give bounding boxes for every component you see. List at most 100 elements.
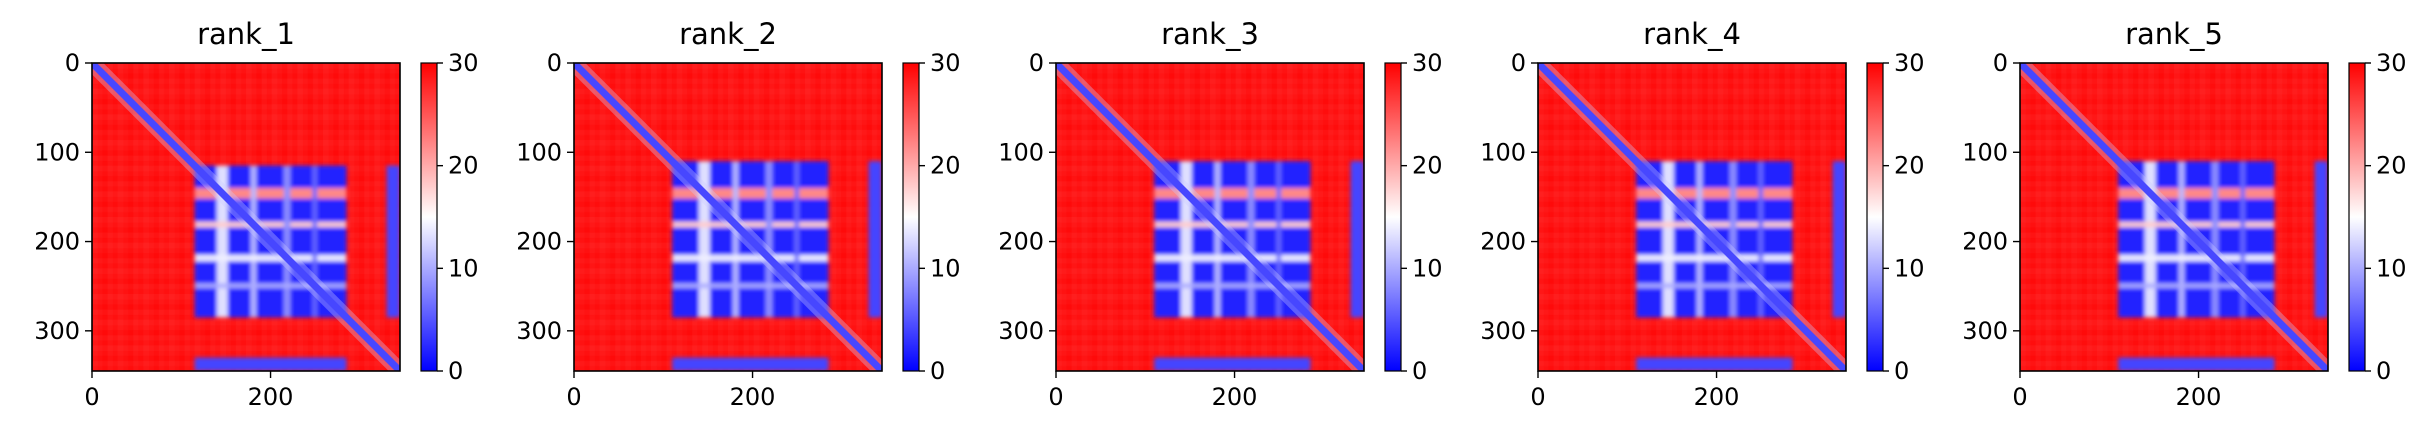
band [312, 165, 317, 318]
colorbar-tick-label: 30 [930, 49, 961, 77]
colorbar-tick-label: 0 [448, 357, 463, 385]
y-tick-label: 300 [998, 317, 1044, 345]
band [1662, 161, 1674, 318]
y-tick-label: 300 [1962, 317, 2008, 345]
band [1758, 161, 1763, 318]
heatmap-panel: rank_2 0 100 200 300 0 200 0 10 20 30 [516, 17, 960, 411]
colorbar-tick-label: 20 [448, 152, 479, 180]
band [732, 161, 739, 318]
band [672, 254, 829, 262]
axes-frame [1055, 62, 1365, 372]
x-tick-label: 0 [566, 383, 581, 411]
low-distance-strip [194, 357, 347, 371]
colorbar-tick-label: 0 [1412, 357, 1427, 385]
colorbar-tick-label: 30 [1894, 49, 1925, 77]
x-tick-label: 200 [248, 383, 294, 411]
y-tick-label: 200 [1962, 228, 2008, 256]
y-tick-label: 100 [1962, 138, 2008, 166]
axes-frame [573, 62, 883, 372]
colorbar-tick-label: 20 [930, 152, 961, 180]
colorbar-tick-label: 10 [930, 254, 961, 282]
x-tick-label: 0 [2012, 383, 2027, 411]
band [1636, 221, 1793, 228]
heatmap-panel: rank_5 0 100 200 300 0 200 0 10 20 30 [1962, 17, 2406, 411]
band [2144, 161, 2156, 318]
band [2118, 283, 2275, 288]
band [672, 221, 829, 228]
heatmap-image [2020, 63, 2328, 371]
band [698, 161, 710, 318]
y-tick-label: 100 [34, 138, 80, 166]
band [1247, 161, 1255, 318]
diagonal-halo [574, 63, 882, 371]
low-distance-strip [1154, 357, 1311, 371]
colorbar-tick-label: 20 [2376, 152, 2407, 180]
y-tick-label: 200 [516, 228, 562, 256]
band [1636, 283, 1793, 288]
heatmap-panel: rank_3 0 100 200 300 0 200 0 10 20 30 [998, 17, 1442, 411]
panel-title: rank_2 [679, 17, 777, 51]
band [194, 283, 347, 288]
colorbar [902, 62, 920, 372]
colorbar-tick-label: 20 [1894, 152, 1925, 180]
diagonal-halo [1056, 63, 1364, 371]
low-distance-strip [386, 165, 400, 318]
band [672, 187, 829, 199]
y-tick-label: 300 [1480, 317, 1526, 345]
band [1180, 161, 1192, 318]
panel-title: rank_1 [197, 17, 295, 51]
band [194, 221, 347, 228]
colorbar-tick-label: 0 [1894, 357, 1909, 385]
heatmap-image [92, 63, 400, 371]
colorbar-tick-label: 0 [2376, 357, 2391, 385]
band [2118, 221, 2275, 228]
colorbar-tick-label: 10 [2376, 254, 2407, 282]
diagonal-line [2020, 63, 2328, 371]
colorbar [2348, 62, 2366, 372]
band [194, 187, 347, 199]
band [216, 165, 228, 318]
band [1154, 221, 1311, 228]
y-tick-label: 0 [547, 49, 562, 77]
band [765, 161, 773, 318]
axes-frame [91, 62, 401, 372]
y-tick-label: 100 [1480, 138, 1526, 166]
panel-title: rank_4 [1643, 17, 1741, 51]
y-tick-label: 100 [998, 138, 1044, 166]
x-tick-label: 0 [84, 383, 99, 411]
axes-frame [1537, 62, 1847, 372]
heatmap-image [574, 63, 882, 371]
band [2118, 254, 2275, 262]
heatmap-image [1538, 63, 1846, 371]
axes-frame [2019, 62, 2329, 372]
colorbar-tick-label: 10 [1894, 254, 1925, 282]
band [1154, 283, 1311, 288]
band [1636, 254, 1793, 262]
band [283, 165, 291, 318]
y-tick-label: 0 [65, 49, 80, 77]
colorbar-tick-label: 0 [930, 357, 945, 385]
heatmap-panel: rank_4 0 100 200 300 0 200 0 10 20 30 [1480, 17, 1924, 411]
diagonal-line [574, 63, 882, 371]
colorbar [1866, 62, 1884, 372]
x-tick-label: 200 [730, 383, 776, 411]
y-tick-label: 0 [1511, 49, 1526, 77]
band [1214, 161, 1221, 318]
band [2178, 161, 2185, 318]
colorbar-tick-label: 30 [1412, 49, 1443, 77]
diagonal-line [1056, 63, 1364, 371]
low-distance-strip [2118, 357, 2275, 371]
band [194, 254, 347, 262]
low-distance-strip [2314, 161, 2328, 318]
y-tick-label: 300 [34, 317, 80, 345]
x-tick-label: 0 [1530, 383, 1545, 411]
low-distance-strip [1832, 161, 1846, 318]
colorbar [420, 62, 438, 372]
band [2118, 187, 2275, 199]
panel-title: rank_3 [1161, 17, 1259, 51]
colorbar-tick-label: 20 [1412, 152, 1443, 180]
band [672, 283, 829, 288]
y-tick-label: 200 [34, 228, 80, 256]
band [2211, 161, 2219, 318]
